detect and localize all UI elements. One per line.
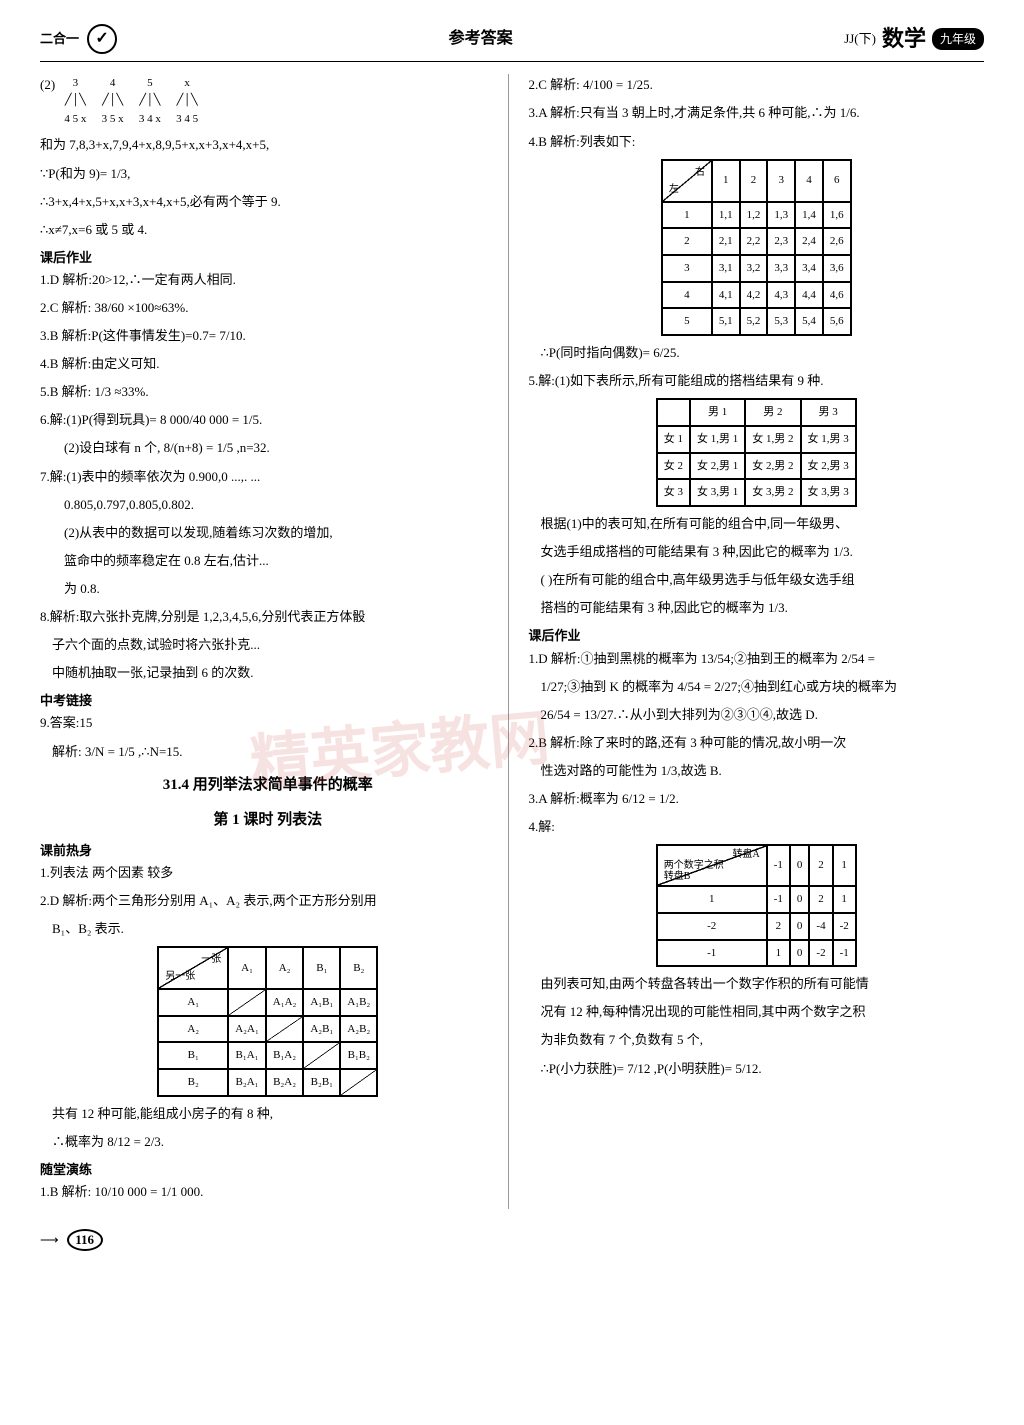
- text-line: 由列表可知,由两个转盘各转出一个数字作积的所有可能情: [529, 973, 985, 995]
- text-line: ∴P(同时指向偶数)= 6/25.: [529, 342, 985, 364]
- answer-item: 解析: 3/N = 1/5 ,∴N=15.: [40, 741, 496, 763]
- item-label: (2): [40, 77, 55, 92]
- text-line: ∴P(小力获胜)= 7/12 ,P(小明获胜)= 5/12.: [529, 1058, 985, 1080]
- answer-item: B₁、B₂ 表示.: [40, 918, 496, 940]
- exam-link-heading: 中考链接: [40, 690, 496, 712]
- text-line: 共有 12 种可能,能组成小房子的有 8 种,: [40, 1103, 496, 1125]
- lesson-title: 第 1 课时 列表法: [40, 808, 496, 834]
- text-line: ( )在所有可能的组合中,高年级男选手与低年级女选手组: [529, 569, 985, 591]
- answer-item: 2.B 解析:除了来时的路,还有 3 种可能的情况,故小明一次: [529, 732, 985, 754]
- right-column: 2.C 解析: 4/100 = 1/25. 3.A 解析:只有当 3 朝上时,才…: [529, 74, 985, 1209]
- answer-item: 5.解:(1)如下表所示,所有可能组成的搭档结果有 9 种.: [529, 370, 985, 392]
- answer-item: 4.解:: [529, 816, 985, 838]
- answer-item: 8.解析:取六张扑克牌,分别是 1,2,3,4,5,6,分别代表正方体骰: [40, 606, 496, 628]
- content-columns: (2) 3╱│╲4 5 x 4╱│╲3 5 x 5╱│╲3 4 x x╱│╲3 …: [40, 74, 984, 1209]
- practice-heading: 随堂演练: [40, 1159, 496, 1181]
- text-line: ∴概率为 8/12 = 2/3.: [40, 1131, 496, 1153]
- text-line: 女选手组成搭档的可能结果有 3 种,因此它的概率为 1/3.: [529, 541, 985, 563]
- edition-label: JJ(下): [844, 28, 876, 50]
- text-line: 根据(1)中的表可知,在所有可能的组合中,同一年级男、: [529, 513, 985, 535]
- text-line: ∴3+x,4+x,5+x,x+3,x+4,x+5,必有两个等于 9.: [40, 191, 496, 213]
- section-title: 31.4 用列举法求简单事件的概率: [40, 773, 496, 799]
- header-right: JJ(下) 数学 九年级: [844, 20, 984, 57]
- answer-item: 1.D 解析:20>12,∴一定有两人相同.: [40, 269, 496, 291]
- answer-item: 2.C 解析: 4/100 = 1/25.: [529, 74, 985, 96]
- answer-item: 26/54 = 13/27.∴从小到大排列为②③①④,故选 D.: [529, 704, 985, 726]
- page-footer: ⟶ 116: [40, 1229, 984, 1251]
- answer-item: 1.列表法 两个因素 较多: [40, 862, 496, 884]
- answer-item: 1/27;③抽到 K 的概率为 4/54 = 2/27;④抽到红心或方块的概率为: [529, 676, 985, 698]
- answer-item: 为 0.8.: [40, 578, 496, 600]
- answer-item: (2)设白球有 n 个, 8/(n+8) = 1/5 ,n=32.: [40, 437, 496, 459]
- answer-item: 3.A 解析:只有当 3 朝上时,才满足条件,共 6 种可能,∴为 1/6.: [529, 102, 985, 124]
- answer-item: (2)从表中的数据可以发现,随着练习次数的增加,: [40, 522, 496, 544]
- answer-item: 3.B 解析:P(这件事情发生)=0.7= 7/10.: [40, 325, 496, 347]
- arrow-icon: ⟶: [40, 1229, 59, 1251]
- answer-item: 篮命中的频率稳定在 0.8 左右,估计...: [40, 550, 496, 572]
- page-header: 二合一 ✓ 参考答案 JJ(下) 数学 九年级: [40, 20, 984, 62]
- warmup-heading: 课前热身: [40, 840, 496, 862]
- homework-heading: 课后作业: [529, 625, 985, 647]
- text-line: 和为 7,8,3+x,7,9,4+x,8,9,5+x,x+3,x+4,x+5,: [40, 134, 496, 156]
- header-title: 参考答案: [449, 25, 513, 52]
- homework-heading: 课后作业: [40, 247, 496, 269]
- page-number: 116: [67, 1229, 103, 1251]
- answer-item: 2.C 解析: 38/60 ×100≈63%.: [40, 297, 496, 319]
- answer-item: 5.B 解析: 1/3 ≈33%.: [40, 381, 496, 403]
- answer-item: 性选对路的可能性为 1/3,故选 B.: [529, 760, 985, 782]
- answer-item: 4.B 解析:列表如下:: [529, 131, 985, 153]
- answer-item: 7.解:(1)表中的频率依次为 0.900,0 ...,. ...: [40, 466, 496, 488]
- answer-item: 9.答案:15: [40, 712, 496, 734]
- answer-item: 2.D 解析:两个三角形分别用 A₁、A₂ 表示,两个正方形分别用: [40, 890, 496, 912]
- tree-diagrams: (2) 3╱│╲4 5 x 4╱│╲3 5 x 5╱│╲3 4 x x╱│╲3 …: [40, 74, 496, 128]
- grade-badge: 九年级: [932, 28, 984, 50]
- answer-item: 3.A 解析:概率为 6/12 = 1/2.: [529, 788, 985, 810]
- answer-item: 0.805,0.797,0.805,0.802.: [40, 494, 496, 516]
- answer-item: 子六个面的点数,试验时将六张扑克...: [40, 634, 496, 656]
- table-4: 转盘A 两个数字之积 转盘B -1021 1-1021 -220-4-2 -11…: [656, 844, 857, 967]
- answer-item: 4.B 解析:由定义可知.: [40, 353, 496, 375]
- table-1: 一张另一张 A₁ A₂ B₁ B₂ A₁A₁A₂A₁B₁A₁B₂ A₂A₂A₁A…: [157, 946, 378, 1097]
- text-line: ∴x≠7,x=6 或 5 或 4.: [40, 219, 496, 241]
- text-line: ∵P(和为 9)= 1/3,: [40, 163, 496, 185]
- binder-label: 二合一: [40, 28, 79, 50]
- logo-icon: ✓: [87, 24, 117, 54]
- answer-item: 1.D 解析:①抽到黑桃的概率为 13/54;②抽到王的概率为 2/54 =: [529, 648, 985, 670]
- text-line: 为非负数有 7 个,负数有 5 个,: [529, 1029, 985, 1051]
- text-line: 搭档的可能结果有 3 种,因此它的概率为 1/3.: [529, 597, 985, 619]
- subject-label: 数学: [882, 20, 926, 57]
- left-column: (2) 3╱│╲4 5 x 4╱│╲3 5 x 5╱│╲3 4 x x╱│╲3 …: [40, 74, 509, 1209]
- text-line: 况有 12 种,每种情况出现的可能性相同,其中两个数字之积: [529, 1001, 985, 1023]
- table-2: 右左 12346 11,11,21,31,41,6 22,12,22,32,42…: [661, 159, 852, 336]
- header-left: 二合一 ✓: [40, 24, 117, 54]
- answer-item: 1.B 解析: 10/10 000 = 1/1 000.: [40, 1181, 496, 1203]
- table-3: 男 1男 2男 3 女 1女 1,男 1女 1,男 2女 1,男 3 女 2女 …: [656, 398, 857, 507]
- answer-item: 6.解:(1)P(得到玩具)= 8 000/40 000 = 1/5.: [40, 409, 496, 431]
- answer-item: 中随机抽取一张,记录抽到 6 的次数.: [40, 662, 496, 684]
